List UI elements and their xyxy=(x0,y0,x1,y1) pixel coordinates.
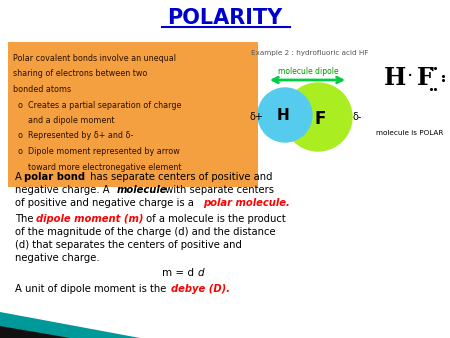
Text: negative charge.: negative charge. xyxy=(15,253,99,263)
Text: o  Represented by δ+ and δ-: o Represented by δ+ and δ- xyxy=(13,131,133,141)
Text: A: A xyxy=(15,172,25,182)
Text: F: F xyxy=(417,66,433,90)
Text: ·: · xyxy=(407,67,413,86)
Text: molecule dipole: molecule dipole xyxy=(278,67,338,76)
Text: and a dipole moment: and a dipole moment xyxy=(13,116,114,125)
Text: of a molecule is the product: of a molecule is the product xyxy=(143,214,286,224)
Circle shape xyxy=(258,88,312,142)
Text: with separate centers: with separate centers xyxy=(162,185,274,195)
Text: H: H xyxy=(277,108,289,123)
Text: Polar covalent bonds involve an unequal: Polar covalent bonds involve an unequal xyxy=(13,54,176,63)
FancyBboxPatch shape xyxy=(8,42,258,187)
Text: dipole moment (m): dipole moment (m) xyxy=(36,214,144,224)
Text: polar molecule.: polar molecule. xyxy=(203,198,290,208)
Text: F: F xyxy=(314,110,326,128)
Text: molecule: molecule xyxy=(117,185,167,195)
Text: A unit of dipole moment is the: A unit of dipole moment is the xyxy=(15,284,170,294)
Text: debye (D).: debye (D). xyxy=(171,284,230,294)
Polygon shape xyxy=(0,312,140,338)
Text: POLARITY: POLARITY xyxy=(167,8,283,28)
Text: of the magnitude of the charge (d) and the distance: of the magnitude of the charge (d) and t… xyxy=(15,227,275,237)
Text: o  Creates a partial separation of charge: o Creates a partial separation of charge xyxy=(13,100,181,110)
Text: d: d xyxy=(198,268,205,278)
Text: polar bond: polar bond xyxy=(24,172,85,182)
Text: o  Dipole moment represented by arrow: o Dipole moment represented by arrow xyxy=(13,147,180,156)
Text: Example 2 : hydrofluoric acid HF: Example 2 : hydrofluoric acid HF xyxy=(251,50,369,56)
Text: toward more electronegative element: toward more electronegative element xyxy=(13,163,181,171)
Text: has separate centers of positive and: has separate centers of positive and xyxy=(87,172,273,182)
Text: negative charge. A: negative charge. A xyxy=(15,185,113,195)
Text: molecule is POLAR: molecule is POLAR xyxy=(376,130,444,136)
Circle shape xyxy=(284,83,352,151)
Text: sharing of electrons between two: sharing of electrons between two xyxy=(13,70,148,78)
Text: m = d: m = d xyxy=(162,268,194,278)
Text: (d) that separates the centers of positive and: (d) that separates the centers of positi… xyxy=(15,240,242,250)
Text: of positive and negative charge is a: of positive and negative charge is a xyxy=(15,198,197,208)
Text: δ+: δ+ xyxy=(249,112,263,122)
Polygon shape xyxy=(0,326,70,338)
Text: δ-: δ- xyxy=(352,112,362,122)
Text: bonded atoms: bonded atoms xyxy=(13,85,71,94)
Text: H: H xyxy=(384,66,406,90)
Text: The: The xyxy=(15,214,36,224)
